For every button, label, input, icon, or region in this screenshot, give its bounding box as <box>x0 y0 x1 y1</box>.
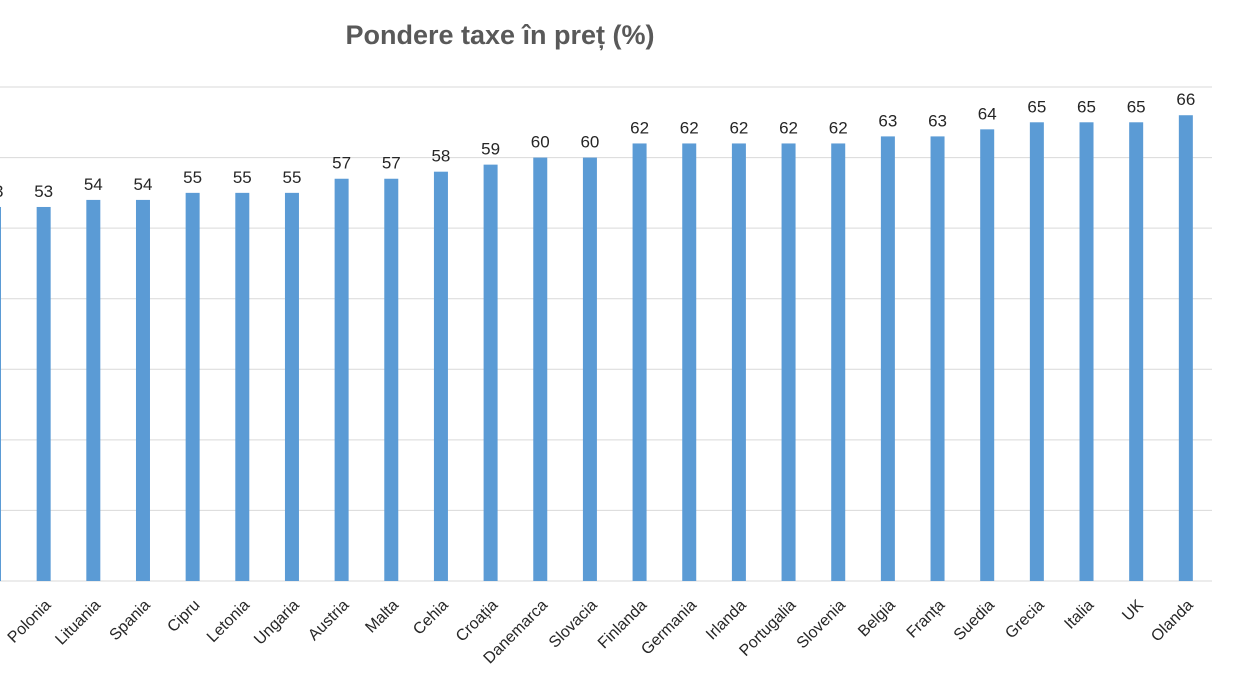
bar <box>384 178 399 581</box>
x-tick-label: Letonia <box>204 597 253 646</box>
x-tick-label: Belgia <box>855 597 899 641</box>
data-label: 53 <box>34 182 53 201</box>
bar <box>483 164 498 581</box>
bar <box>831 143 846 581</box>
x-tick-label: Polonia <box>5 597 55 647</box>
bar <box>1129 122 1144 582</box>
bar <box>135 199 150 581</box>
bar <box>185 192 200 581</box>
bar <box>930 136 945 581</box>
data-label: 54 <box>84 175 103 194</box>
x-tick-label: Slovacia <box>546 597 601 652</box>
x-tick-label: Slovenia <box>794 597 849 652</box>
x-tick-label: Cehia <box>410 597 452 639</box>
bar <box>1029 122 1044 582</box>
data-label: 55 <box>233 168 252 187</box>
data-label: 62 <box>829 118 848 137</box>
data-label: 58 <box>431 147 450 166</box>
data-label: 62 <box>630 118 649 137</box>
x-tick-label: Irlanda <box>703 597 750 644</box>
bar <box>1178 115 1193 581</box>
data-label: 63 <box>928 111 947 130</box>
bar <box>36 206 51 581</box>
data-label: 53 <box>0 182 3 201</box>
bar <box>86 199 101 581</box>
data-label: 62 <box>779 118 798 137</box>
data-label: 55 <box>183 168 202 187</box>
bar <box>582 157 597 582</box>
x-tick-label: Austria <box>305 597 352 644</box>
bar <box>235 192 250 581</box>
bar <box>433 171 448 581</box>
data-label: 66 <box>1176 90 1195 109</box>
bar <box>533 157 548 582</box>
x-tick-label: Olanda <box>1148 597 1197 646</box>
x-tick-label: Malta <box>362 597 402 637</box>
data-label: 65 <box>1127 97 1146 116</box>
x-tick-label: Spania <box>107 597 154 644</box>
data-label: 62 <box>729 118 748 137</box>
bar <box>1079 122 1094 582</box>
bar <box>980 129 995 582</box>
bar <box>632 143 647 581</box>
bar <box>731 143 746 581</box>
data-label: 54 <box>134 175 153 194</box>
x-tick-label: Germania <box>638 597 700 659</box>
data-label: 62 <box>680 118 699 137</box>
x-tick-label: Grecia <box>1002 597 1047 642</box>
bar <box>284 192 299 581</box>
x-tick-label: Cipru <box>164 597 203 636</box>
data-label: 60 <box>531 133 550 152</box>
bar <box>880 136 895 581</box>
bar <box>682 143 697 581</box>
chart-title: Pondere taxe în preț (%) <box>345 20 655 50</box>
bar <box>334 178 349 581</box>
x-tick-label: Franța <box>904 597 949 642</box>
data-label: 63 <box>878 111 897 130</box>
x-tick-label: Lituania <box>52 597 104 649</box>
bar <box>0 206 1 581</box>
data-label: 57 <box>382 154 401 173</box>
data-label: 64 <box>978 104 997 123</box>
x-tick-label: Suedia <box>951 597 998 644</box>
data-label: 65 <box>1077 97 1096 116</box>
data-label: 55 <box>282 168 301 187</box>
x-tick-label: Italia <box>1061 597 1097 633</box>
data-label: 59 <box>481 140 500 159</box>
data-label: 57 <box>332 154 351 173</box>
x-tick-label: Ungaria <box>251 597 303 649</box>
x-tick-label: UK <box>1119 597 1147 625</box>
x-tick-label: Croația <box>453 597 502 646</box>
bar <box>781 143 796 581</box>
data-label: 60 <box>580 133 599 152</box>
data-label: 65 <box>1027 97 1046 116</box>
